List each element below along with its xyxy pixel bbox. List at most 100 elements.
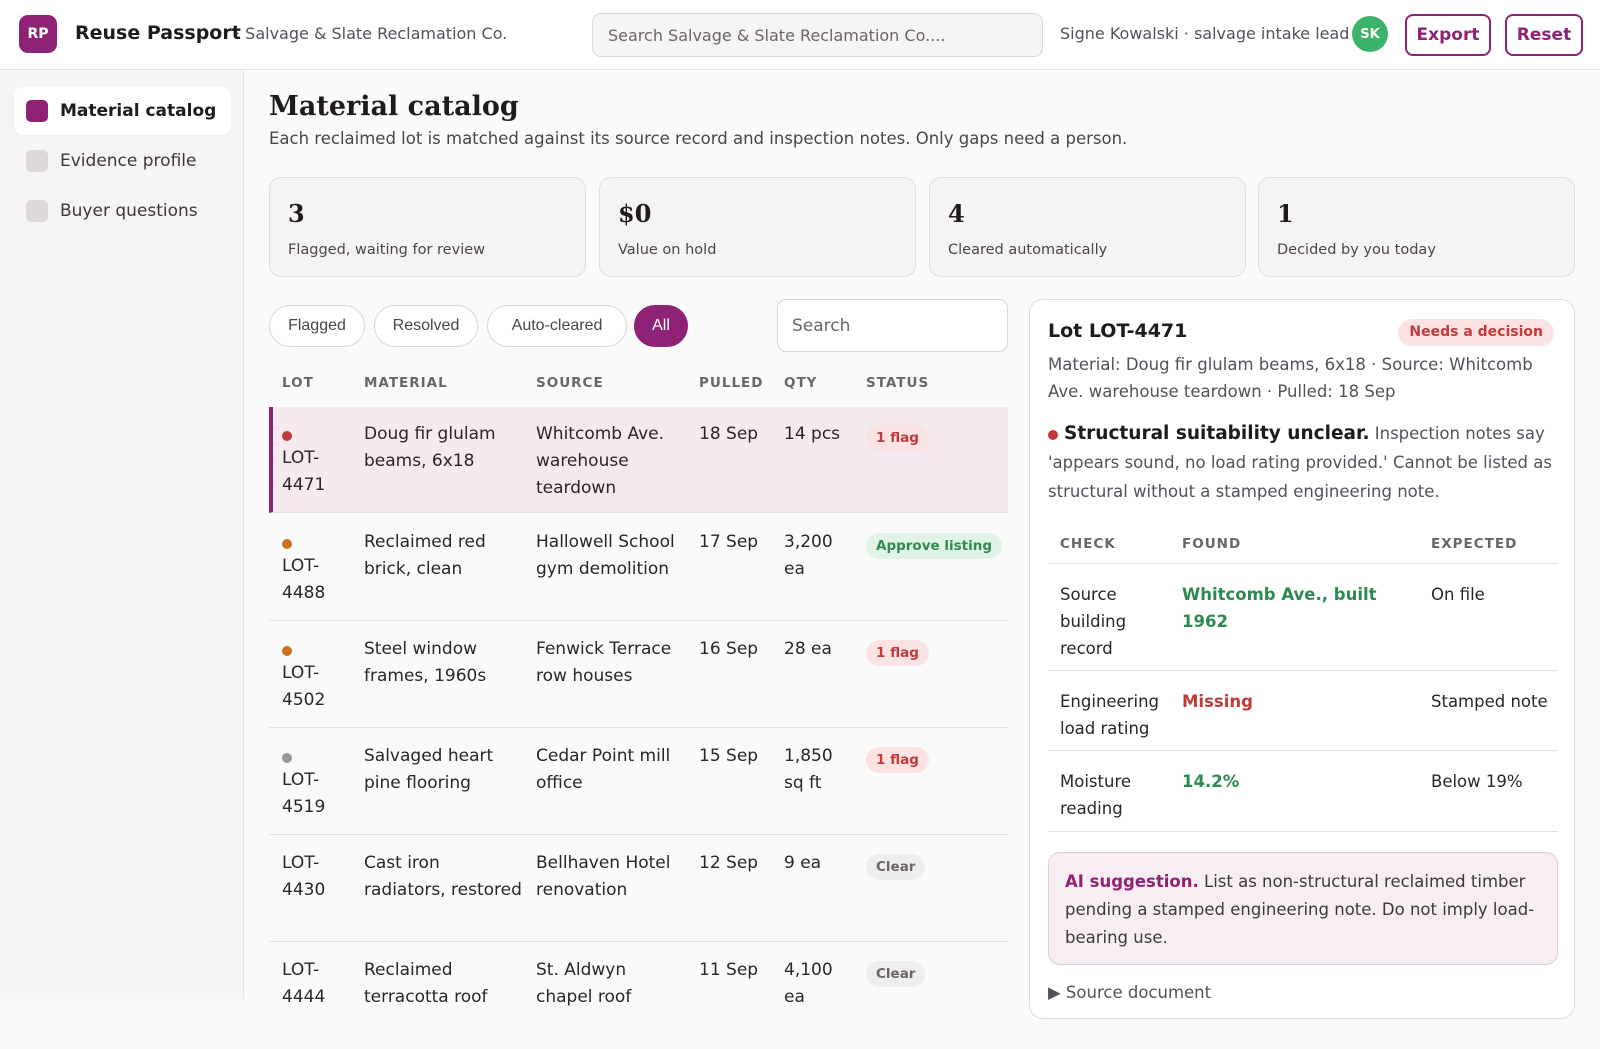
avatar[interactable]: SK	[1352, 16, 1388, 52]
table-row[interactable]: LOT-4471 Doug fir glulam beams, 6x18 Whi…	[269, 407, 1008, 513]
check-row: Moisture reading 14.2% Below 19%	[1048, 750, 1558, 832]
lot-id: LOT-4488	[282, 556, 326, 603]
column-header-material[interactable]: MATERIAL	[364, 375, 448, 391]
sidebar-item-evidence-profile[interactable]: Evidence profile	[14, 137, 231, 185]
column-header-source[interactable]: SOURCE	[536, 375, 604, 391]
table-row[interactable]: LOT-4488 Reclaimed red brick, clean Hall…	[269, 515, 1008, 621]
app-title: Reuse Passport	[75, 22, 241, 44]
sidebar-item-material-catalog[interactable]: Material catalog	[14, 87, 231, 135]
material-cell: Reclaimed red brick, clean	[364, 532, 486, 579]
source-cell: Whitcomb Ave. warehouse teardown	[536, 424, 665, 498]
pulled-cell: 12 Sep	[699, 853, 759, 873]
check-found: Whitcomb Ave., built 1962	[1182, 585, 1377, 631]
qty-cell: 4,100 ea	[784, 960, 833, 1007]
material-catalog-icon	[26, 100, 48, 122]
column-header-pulled[interactable]: PULLED	[699, 375, 764, 391]
detail-meta: Material: Doug fir glulam beams, 6x18 · …	[1048, 355, 1533, 401]
material-cell: Steel window frames, 1960s	[364, 639, 487, 686]
stat-card-decided: 1 Decided by you today	[1258, 177, 1575, 277]
user-name: Signe Kowalski · salvage intake lead	[1060, 24, 1350, 43]
status-dot	[282, 646, 292, 656]
sidebar-item-label: Material catalog	[60, 101, 217, 121]
buyer-questions-icon	[26, 200, 48, 222]
filter-chip-flagged[interactable]: Flagged	[269, 305, 365, 347]
filter-chip-auto-cleared[interactable]: Auto-cleared	[487, 305, 627, 347]
filter-chip-all[interactable]: All	[634, 305, 688, 347]
issue-summary: Structural suitability unclear. Inspecti…	[1048, 419, 1563, 506]
check-found: Missing	[1182, 692, 1253, 711]
check-expected: On file	[1431, 585, 1485, 604]
status-badge: 1 flag	[866, 747, 929, 773]
lot-id: LOT-4430	[282, 853, 326, 900]
sidebar-item-buyer-questions[interactable]: Buyer questions	[14, 187, 231, 235]
check-expected: Stamped note	[1431, 692, 1548, 711]
source-cell: Cedar Point mill office	[536, 746, 671, 793]
evidence-profile-icon	[26, 150, 48, 172]
column-header-lot[interactable]: LOT	[282, 375, 314, 391]
column-header-qty[interactable]: QTY	[784, 375, 818, 391]
stat-value: 4	[948, 199, 965, 228]
column-header-status[interactable]: STATUS	[866, 375, 930, 391]
check-name: Moisture reading	[1060, 772, 1132, 818]
stat-label: Flagged, waiting for review	[288, 242, 485, 258]
pulled-cell: 18 Sep	[699, 424, 759, 444]
stat-value: 1	[1277, 199, 1294, 228]
check-name: Source building record	[1060, 585, 1127, 658]
status-badge[interactable]: Approve listing	[866, 533, 1003, 559]
detail-title: Lot LOT-4471	[1048, 320, 1188, 342]
check-header-found: FOUND	[1182, 536, 1242, 552]
pulled-cell: 11 Sep	[699, 960, 759, 980]
check-row: Engineering load rating Missing Stamped …	[1048, 670, 1558, 750]
lot-id: LOT-4502	[282, 663, 326, 710]
stat-value: 3	[288, 199, 305, 228]
table-search-input[interactable]	[777, 299, 1008, 352]
check-row: Source building record Whitcomb Ave., bu…	[1048, 563, 1558, 670]
lot-id: LOT-4519	[282, 770, 326, 817]
table-row[interactable]: LOT-4444 Reclaimed terracotta roof St. A…	[269, 943, 1008, 1049]
stat-label: Value on hold	[618, 242, 717, 258]
check-header-check: CHECK	[1060, 536, 1116, 552]
status-badge: 1 flag	[866, 640, 929, 666]
stat-card-flagged: 3 Flagged, waiting for review	[269, 177, 586, 277]
source-cell: Fenwick Terrace row houses	[536, 639, 672, 686]
source-document-toggle[interactable]: ▶ Source document	[1048, 983, 1212, 1002]
lot-id: LOT-4471	[282, 448, 326, 495]
stat-card-value-on-hold: $0 Value on hold	[599, 177, 916, 277]
lot-detail-panel: Lot LOT-4471 Needs a decision Material: …	[1029, 299, 1575, 1019]
global-search-input[interactable]	[592, 13, 1043, 57]
check-found: 14.2%	[1182, 772, 1240, 791]
page-title: Material catalog	[269, 91, 519, 122]
issue-text: Inspection notes say 'appears sound, no …	[1048, 424, 1552, 501]
ai-suggestion-text: List as non-structural reclaimed timber …	[1065, 872, 1535, 947]
check-header-expected: EXPECTED	[1431, 536, 1518, 552]
status-badge: 1 flag	[866, 425, 929, 451]
filter-chip-resolved[interactable]: Resolved	[374, 305, 478, 347]
source-cell: Hallowell School gym demolition	[536, 532, 675, 579]
export-button[interactable]: Export	[1405, 14, 1491, 56]
ai-suggestion-label: AI suggestion.	[1065, 872, 1199, 891]
ai-suggestion: AI suggestion. List as non-structural re…	[1048, 852, 1558, 965]
top-bar: RP Reuse Passport · Salvage & Slate Recl…	[0, 0, 1600, 70]
stat-value: $0	[618, 199, 652, 228]
status-dot	[282, 431, 292, 441]
pulled-cell: 17 Sep	[699, 532, 759, 552]
stat-label: Decided by you today	[1277, 242, 1436, 258]
stat-card-cleared: 4 Cleared automatically	[929, 177, 1246, 277]
page-subtitle: Each reclaimed lot is matched against it…	[269, 129, 1128, 148]
org-name: · Salvage & Slate Reclamation Co.	[235, 24, 508, 43]
issue-dot	[1048, 429, 1058, 440]
material-cell: Cast iron radiators, restored	[364, 853, 522, 900]
sidebar-item-label: Evidence profile	[60, 151, 197, 171]
table-row[interactable]: LOT-4519 Salvaged heart pine flooring Ce…	[269, 729, 1008, 835]
material-cell: Doug fir glulam beams, 6x18	[364, 424, 496, 471]
table-row[interactable]: LOT-4502 Steel window frames, 1960s Fenw…	[269, 622, 1008, 728]
sidebar-item-label: Buyer questions	[60, 201, 198, 221]
material-cell: Salvaged heart pine flooring	[364, 746, 494, 793]
lot-id: LOT-4444	[282, 960, 326, 1007]
status-dot	[282, 539, 292, 549]
qty-cell: 1,850 sq ft	[784, 746, 833, 793]
reset-button[interactable]: Reset	[1505, 14, 1583, 56]
table-row[interactable]: LOT-4430 Cast iron radiators, restored B…	[269, 836, 1008, 942]
check-expected: Below 19%	[1431, 772, 1523, 791]
qty-cell: 9 ea	[784, 853, 822, 873]
